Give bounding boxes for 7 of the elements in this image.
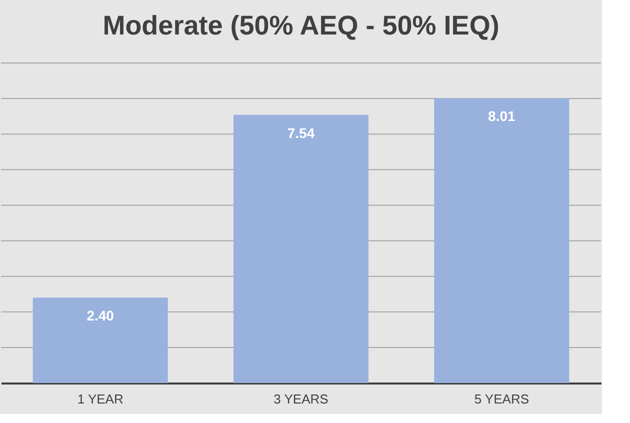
- data-label: 7.54: [287, 124, 315, 141]
- data-label: 8.01: [488, 108, 516, 124]
- data-label: 2.40: [86, 308, 114, 324]
- x-tick-label: 1 YEAR: [77, 392, 124, 406]
- x-tick-label: 3 YEARS: [274, 392, 329, 406]
- x-tick-label: 5 YEARS: [474, 392, 530, 406]
- chart-title: Moderate (50% AEQ - 50% IEQ): [102, 10, 500, 40]
